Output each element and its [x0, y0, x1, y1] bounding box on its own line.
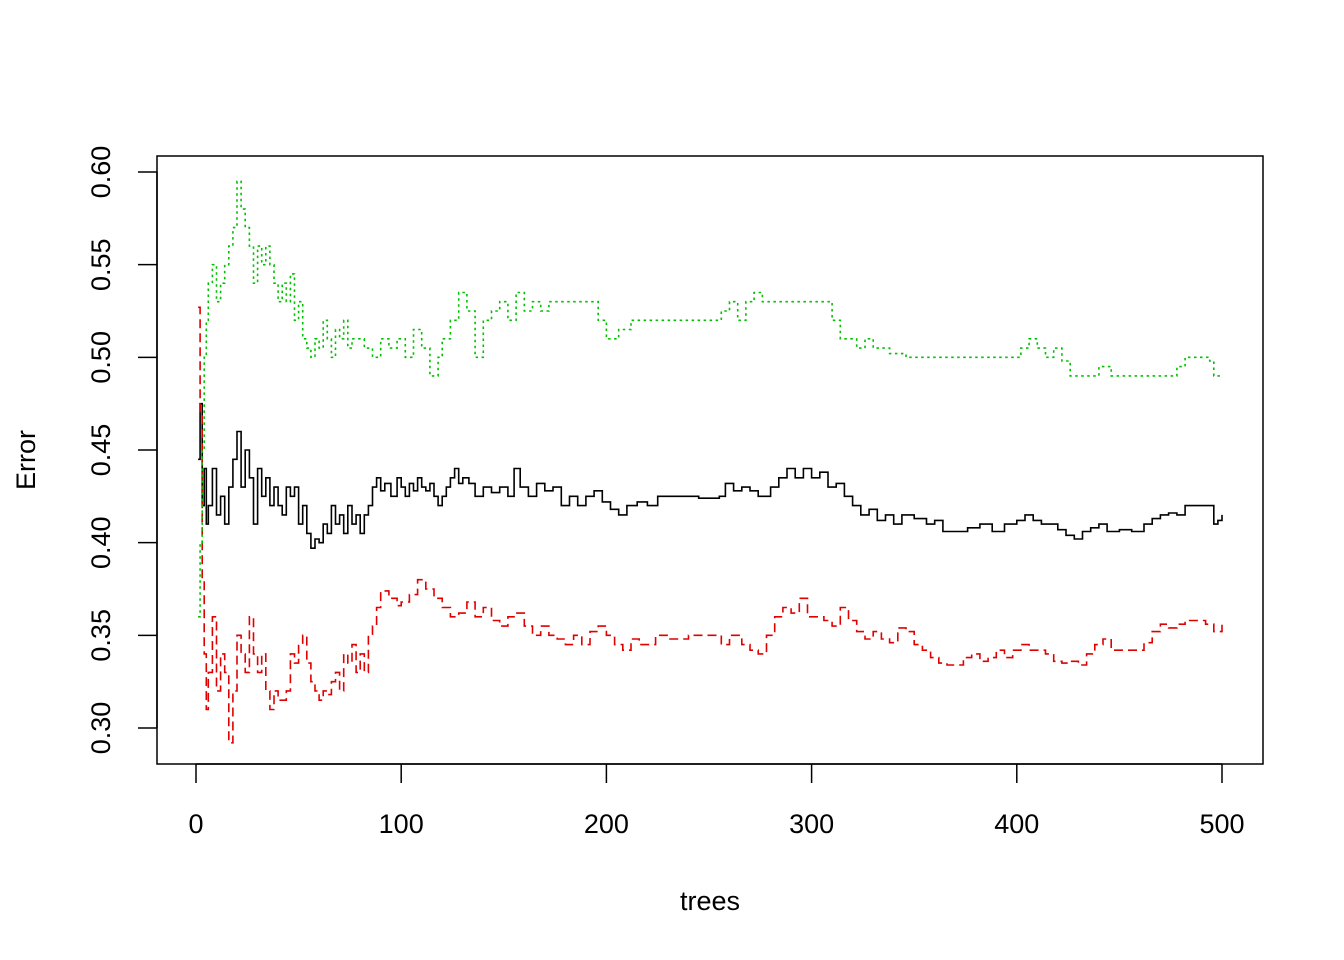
y-tick-label-0.35: 0.35 [86, 609, 116, 662]
series-line-1 [198, 402, 1223, 549]
y-axis-title: Error [11, 430, 41, 490]
x-tick-label-500: 500 [1199, 809, 1244, 839]
y-tick-label-0.50: 0.50 [86, 331, 116, 384]
y-tick-label-0.40: 0.40 [86, 516, 116, 569]
x-axis-title: trees [680, 886, 740, 916]
x-tick-label-100: 100 [379, 809, 424, 839]
x-tick-label-0: 0 [188, 809, 203, 839]
series-line-3 [198, 180, 1222, 618]
y-tick-label-0.60: 0.60 [86, 146, 116, 199]
series-line-2 [198, 306, 1223, 744]
series-layer [198, 180, 1223, 744]
x-tick-label-400: 400 [994, 809, 1039, 839]
x-tick-label-300: 300 [789, 809, 834, 839]
plot-frame [156, 155, 1264, 765]
y-tick-label-0.30: 0.30 [86, 702, 116, 755]
x-axis: 0 100 200 300 400 500 [188, 763, 1245, 839]
y-tick-label-0.55: 0.55 [86, 238, 116, 291]
y-tick-label-0.45: 0.45 [86, 424, 116, 477]
x-tick-label-200: 200 [584, 809, 629, 839]
y-axis: 0.30 0.35 0.40 0.45 0.50 0.55 0.60 [86, 146, 158, 755]
